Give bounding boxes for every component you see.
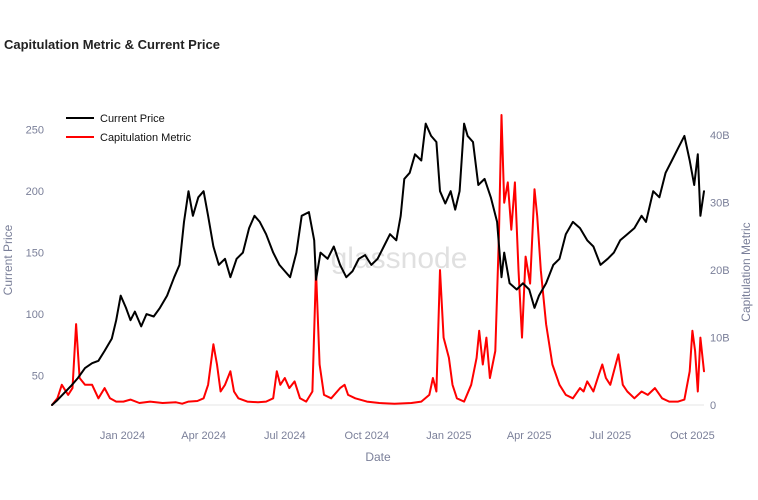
y-left-axis-ticks: 50 100 150 200 250	[26, 125, 44, 383]
series-layer	[51, 114, 705, 406]
x-tick-label: Jan 2025	[426, 430, 471, 442]
legend-item-current-price[interactable]: Current Price	[66, 113, 165, 125]
legend[interactable]: Current Price Capitulation Metric	[66, 113, 192, 144]
x-tick-label: Jul 2025	[590, 430, 632, 442]
x-axis-title: Date	[365, 450, 391, 464]
y-right-axis-title: Capitulation Metric	[739, 222, 753, 321]
y-right-tick-label: 30B	[710, 198, 730, 210]
y-left-tick-label: 50	[32, 371, 44, 383]
watermark: glassnode	[331, 242, 468, 275]
x-tick-label: Oct 2025	[670, 430, 715, 442]
series-line-capitulation-metric[interactable]	[51, 114, 705, 406]
y-right-tick-label: 20B	[710, 265, 730, 277]
y-left-tick-label: 200	[26, 186, 44, 198]
y-right-tick-label: 10B	[710, 333, 730, 345]
y-left-axis-title: Current Price	[1, 224, 15, 295]
x-tick-label: Apr 2025	[507, 430, 552, 442]
x-tick-label: Jan 2024	[100, 430, 145, 442]
x-axis-ticks: Jan 2024 Apr 2024 Jul 2024 Oct 2024 Jan 2025…	[100, 430, 715, 442]
x-tick-label: Oct 2024	[345, 430, 390, 442]
y-left-tick-label: 250	[26, 125, 44, 137]
chart-title: Capitulation Metric & Current Price	[4, 37, 220, 52]
legend-label-capitulation-metric: Capitulation Metric	[100, 132, 192, 144]
y-right-tick-label: 40B	[710, 130, 730, 142]
y-right-axis-ticks: 0 10B 20B 30B 40B	[710, 130, 730, 412]
y-right-tick-label: 0	[710, 400, 716, 412]
y-left-tick-label: 100	[26, 309, 44, 321]
series-line-current-price[interactable]	[51, 122, 705, 406]
x-tick-label: Jul 2024	[264, 430, 306, 442]
legend-label-current-price: Current Price	[100, 113, 165, 125]
legend-item-capitulation-metric[interactable]: Capitulation Metric	[66, 132, 192, 144]
x-tick-label: Apr 2024	[181, 430, 226, 442]
y-left-tick-label: 150	[26, 248, 44, 260]
